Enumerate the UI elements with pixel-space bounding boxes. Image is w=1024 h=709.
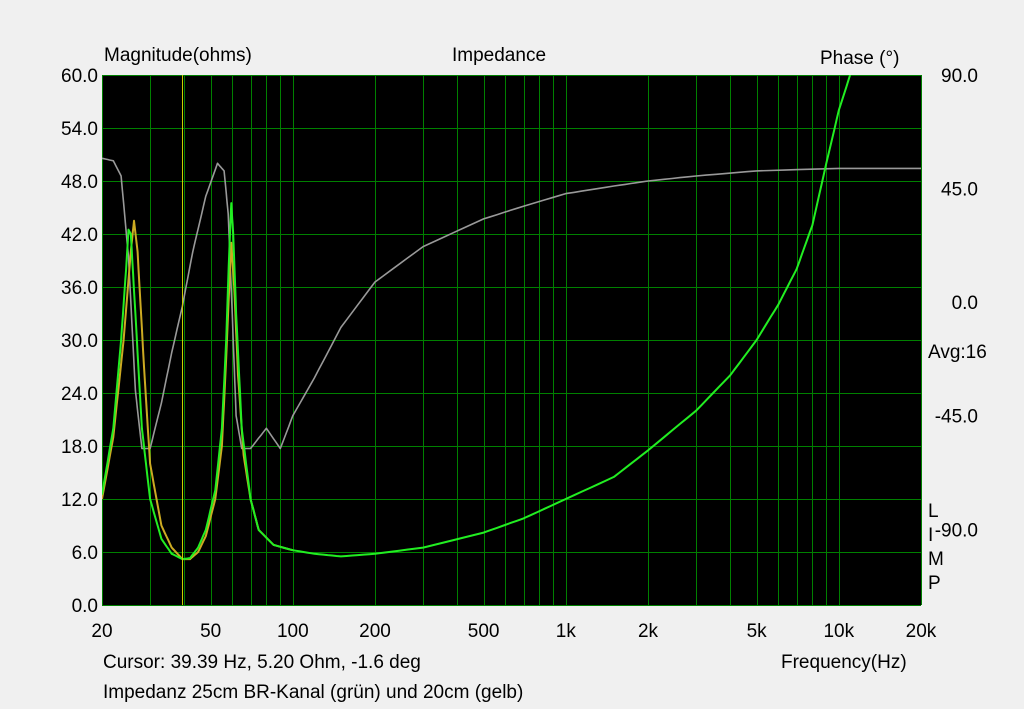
y-right-tick-label: -90.0 — [935, 520, 978, 541]
x-axis-title: Frequency(Hz) — [781, 652, 907, 673]
x-tick-label: 200 — [359, 621, 391, 642]
y-left-tick-label: 6.0 — [72, 543, 98, 564]
limp-letter-i: I — [928, 525, 934, 546]
series-line — [102, 75, 852, 561]
x-tick-label: 20k — [906, 621, 937, 642]
y-left-tick-label: 48.0 — [61, 172, 98, 193]
cursor-readout: Cursor: 39.39 Hz, 5.20 Ohm, -1.6 deg — [103, 652, 421, 673]
y-left-tick-label: 42.0 — [61, 225, 98, 246]
limp-letter-m: M — [928, 549, 944, 570]
y-right-tick-label: 45.0 — [941, 180, 978, 201]
chart-caption: Impedanz 25cm BR-Kanal (grün) und 20cm (… — [103, 682, 524, 703]
y-right-tick-label: 90.0 — [941, 66, 978, 87]
limp-letter-p: P — [928, 573, 941, 594]
y-left-tick-label: 0.0 — [72, 596, 98, 617]
x-tick-label: 10k — [823, 621, 854, 642]
limp-letter-l: L — [928, 501, 939, 522]
y-left-tick-label: 30.0 — [61, 331, 98, 352]
avg-label: Avg:16 — [928, 342, 987, 363]
y-left-tick-label: 24.0 — [61, 384, 98, 405]
x-tick-label: 500 — [468, 621, 500, 642]
x-tick-label: 100 — [277, 621, 309, 642]
right-axis-title: Phase (°) — [820, 48, 900, 69]
y-left-tick-label: 18.0 — [61, 437, 98, 458]
x-tick-label: 20 — [91, 621, 112, 642]
y-left-tick-label: 54.0 — [61, 119, 98, 140]
y-left-tick-label: 12.0 — [61, 490, 98, 511]
x-tick-label: 5k — [747, 621, 768, 642]
y-left-tick-label: 60.0 — [61, 66, 98, 87]
chart-title: Impedance — [452, 45, 547, 66]
series-group — [102, 75, 921, 605]
y-right-tick-label: 0.0 — [952, 293, 978, 314]
y-left-tick-label: 36.0 — [61, 278, 98, 299]
left-axis-title: Magnitude(ohms) — [104, 45, 252, 66]
x-tick-label: 2k — [638, 621, 659, 642]
y-right-tick-label: -45.0 — [935, 407, 978, 428]
x-tick-label: 50 — [200, 621, 221, 642]
x-tick-label: 1k — [556, 621, 577, 642]
series-line — [102, 157, 921, 450]
